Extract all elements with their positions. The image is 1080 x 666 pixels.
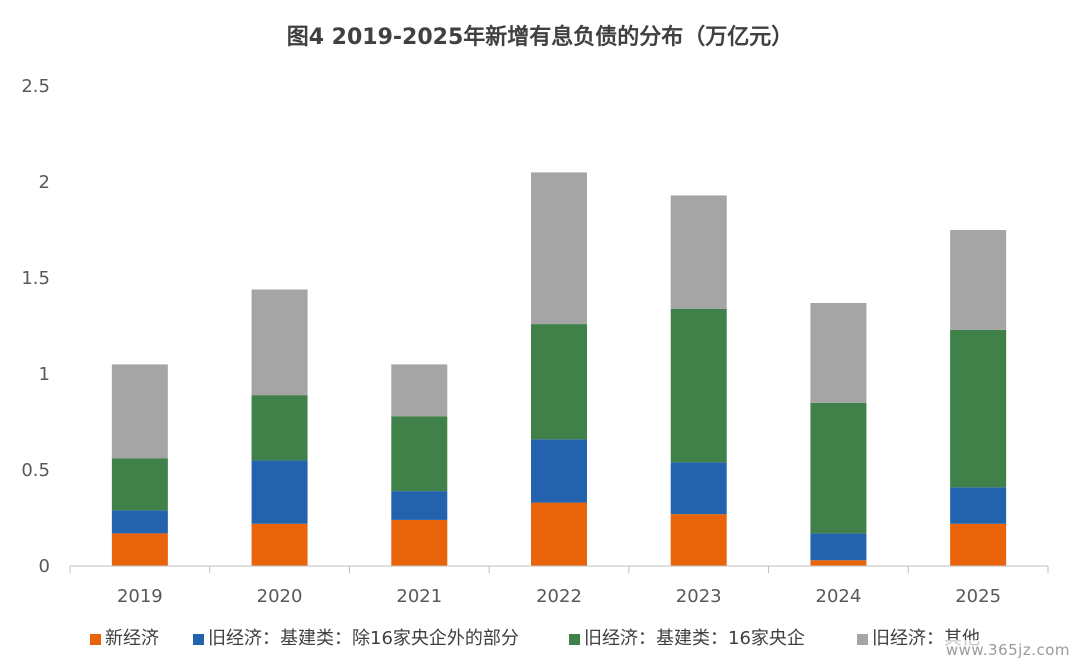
x-tick-label: 2021 [396, 586, 442, 607]
bar-segment-2024-s3 [810, 302, 867, 403]
bar-segment-2021-s0 [391, 519, 448, 566]
legend-label: 旧经济：基建类：16家央企 [584, 628, 805, 649]
bar-segment-2024-s2 [810, 402, 867, 534]
bar-segment-2023-s1 [670, 462, 727, 515]
x-tick-label: 2025 [955, 586, 1001, 607]
bar-segment-2020-s2 [251, 395, 308, 461]
bar-segment-2025-s1 [950, 487, 1007, 524]
bar-segment-2019-s2 [111, 458, 168, 511]
y-tick-label: 2.5 [21, 76, 50, 97]
legend-label: 旧经济：基建类：除16家央企外的部分 [208, 628, 519, 649]
x-tick-label: 2022 [536, 586, 582, 607]
bar-segment-2025-s0 [950, 523, 1007, 566]
bar-segment-2019-s1 [111, 510, 168, 534]
bar-segment-2023-s0 [670, 514, 727, 566]
bar-segment-2025-s2 [950, 329, 1007, 488]
y-tick-label: 0 [39, 556, 50, 577]
bar-segment-2019-s3 [111, 364, 168, 459]
x-tick-label: 2020 [257, 586, 303, 607]
bar-segment-2025-s3 [950, 230, 1007, 330]
bar-segment-2021-s1 [391, 491, 448, 520]
y-axis: 0 0.5 1 1.5 2 2.5 [21, 76, 50, 577]
x-tick-label: 2024 [816, 586, 862, 607]
bar-segment-2023-s3 [670, 195, 727, 309]
chart-title: 图4 2019-2025年新增有息负债的分布（万亿元） [287, 24, 794, 50]
legend-swatch [193, 634, 204, 645]
watermark: www.365jz.com [941, 640, 1074, 660]
bar-segment-2022-s3 [531, 172, 587, 325]
bar-segment-2022-s2 [531, 324, 587, 440]
bar-segment-2023-s2 [670, 308, 727, 463]
legend-swatch [90, 634, 101, 645]
y-tick-label: 0.5 [21, 460, 50, 481]
bar-segment-2022-s0 [531, 502, 587, 566]
x-axis: 2019 2020 2021 2022 2023 2024 2025 [69, 566, 1049, 607]
legend-label: 新经济 [105, 628, 159, 649]
bar-segment-2019-s0 [111, 533, 168, 566]
legend-swatch [857, 634, 868, 645]
bar-segment-2024-s1 [810, 533, 867, 561]
x-tick-label: 2023 [676, 586, 722, 607]
y-tick-label: 2 [39, 172, 50, 193]
bar-segment-2021-s2 [391, 416, 448, 492]
bar-segment-2022-s1 [531, 439, 587, 503]
y-tick-label: 1.5 [21, 268, 50, 289]
legend-swatch [569, 634, 580, 645]
legend: 新经济 旧经济：基建类：除16家央企外的部分 旧经济：基建类：16家央企 旧经济：其他 [90, 628, 980, 649]
bar-segment-2021-s3 [391, 364, 448, 417]
bar-segment-2024-s0 [810, 560, 867, 566]
x-tick-label: 2019 [117, 586, 163, 607]
y-tick-label: 1 [39, 364, 50, 385]
bar-segment-2020-s1 [251, 460, 308, 524]
bars [111, 172, 1007, 566]
bar-segment-2020-s3 [251, 289, 308, 396]
bar-segment-2020-s0 [251, 523, 308, 566]
